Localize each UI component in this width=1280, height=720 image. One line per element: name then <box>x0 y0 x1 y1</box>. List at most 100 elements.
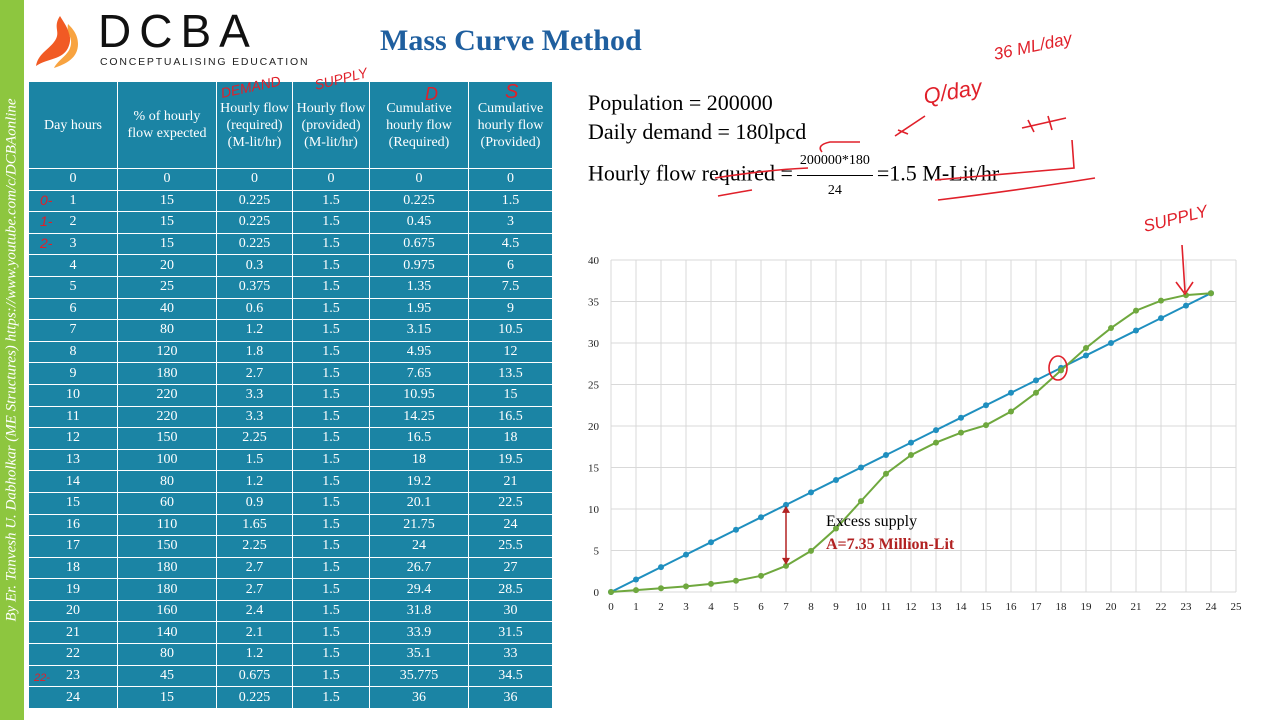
table-cell: 21.75 <box>369 513 469 537</box>
y-tick-label: 35 <box>588 297 600 309</box>
chart-series-layer <box>608 290 1214 595</box>
data-point <box>1033 389 1039 396</box>
table-cell: 20 <box>28 599 118 623</box>
data-point <box>733 526 739 533</box>
table-row: 20 160 2.4 1.5 31.8 30 <box>28 599 553 623</box>
table-cell: 0 <box>117 168 217 191</box>
table-cell: 14 <box>28 470 118 493</box>
x-tick-label: 11 <box>881 601 892 613</box>
data-point <box>1183 292 1189 299</box>
given-data-block: Population = 200000 Daily demand = 180lp… <box>588 88 999 205</box>
x-tick-label: 13 <box>931 601 943 613</box>
table-cell: 1.5 <box>292 470 370 493</box>
data-point <box>808 489 814 496</box>
data-point <box>1158 315 1164 322</box>
table-cell: 1.5 <box>292 599 370 623</box>
table-cell: 1.5 <box>292 362 370 385</box>
y-tick-label: 30 <box>588 338 600 350</box>
data-point <box>1133 307 1139 314</box>
table-cell: 1.8 <box>216 340 293 364</box>
table-cell: 28.5 <box>468 578 553 601</box>
x-tick-label: 4 <box>708 601 714 613</box>
fraction: 200000*180 24 <box>796 146 873 205</box>
fraction-numerator: 200000*180 <box>796 146 873 176</box>
table-cell: 1.5 <box>292 643 370 666</box>
table-cell: 19 <box>28 578 118 601</box>
table-cell: 1.5 <box>292 664 370 688</box>
data-point <box>933 439 939 446</box>
table-cell: 16.5 <box>468 405 553 429</box>
x-tick-label: 25 <box>1231 601 1243 613</box>
table-cell: 0.675 <box>216 664 293 688</box>
table-cell: 3.3 <box>216 383 293 407</box>
table-cell: 1.5 <box>292 340 370 364</box>
data-point <box>658 585 664 592</box>
table-cell: 1.5 <box>292 535 370 558</box>
table-cell: 12 <box>468 340 553 364</box>
table-cell: 23 <box>28 664 118 688</box>
x-tick-label: 3 <box>683 601 689 613</box>
column-header: Day hours <box>28 81 118 169</box>
data-point <box>783 562 789 569</box>
table-cell: 1 <box>28 189 118 213</box>
table-cell: 34.5 <box>468 664 553 688</box>
table-cell: 60 <box>117 491 217 515</box>
table-cell: 27 <box>468 556 553 580</box>
table-cell: 1.5 <box>292 275 370 299</box>
table-cell: 15 <box>117 189 217 213</box>
data-point <box>708 539 714 546</box>
table-cell: 220 <box>117 405 217 429</box>
table-cell: 0.375 <box>216 275 293 299</box>
table-cell: 24 <box>468 513 553 537</box>
x-tick-label: 12 <box>906 601 917 613</box>
data-point <box>983 422 989 429</box>
table-cell: 3 <box>28 232 118 256</box>
y-tick-label: 15 <box>588 463 600 475</box>
table-cell: 45 <box>117 664 217 688</box>
logo-tagline: CONCEPTUALISING EDUCATION <box>100 56 310 68</box>
table-row: 3 15 0.225 1.5 0.675 4.5 <box>28 232 553 256</box>
table-cell: 120 <box>117 340 217 364</box>
table-cell: 1.2 <box>216 319 293 342</box>
table-cell: 0.225 <box>216 686 293 709</box>
mass-curve-chart: 0 1 2 3 4 5 6 7 8 9 10 11 12 13 14 15 16 17 18 19 20 21 22 23 24… <box>588 255 1242 613</box>
table-cell: 2.1 <box>216 621 293 645</box>
data-point <box>833 525 839 532</box>
data-point <box>1133 327 1139 334</box>
table-cell: 19.2 <box>369 470 469 493</box>
table-cell: 22 <box>28 643 118 666</box>
table-cell: 80 <box>117 643 217 666</box>
population-line: Population = 200000 <box>588 90 773 115</box>
table-cell: 0 <box>369 168 469 191</box>
table-cell: 0.225 <box>369 189 469 213</box>
table-cell: 4.5 <box>468 232 553 256</box>
table-cell: 140 <box>117 621 217 645</box>
table-cell: 2.25 <box>216 535 293 558</box>
table-cell: 7 <box>28 319 118 342</box>
x-tick-label: 15 <box>981 601 993 613</box>
table-cell: 1.5 <box>292 254 370 277</box>
data-point <box>1058 367 1064 374</box>
table-body: 0 0 0 0 0 0 1 15 0.225 1.5 0.225 1.5 2 15 0.225 1.5 0.45… <box>28 168 553 709</box>
table-cell: 13 <box>28 448 118 472</box>
data-point <box>608 589 614 595</box>
table-cell: 30 <box>468 599 553 623</box>
table-cell: 6 <box>28 297 118 321</box>
table-cell: 7.5 <box>468 275 553 299</box>
table-row: 14 80 1.2 1.5 19.2 21 <box>28 470 553 493</box>
table-cell: 150 <box>117 535 217 558</box>
table-cell: 1.5 <box>292 427 370 450</box>
table-cell: 80 <box>117 470 217 493</box>
table-cell: 0.225 <box>216 189 293 213</box>
table-row: 8 120 1.8 1.5 4.95 12 <box>28 340 553 364</box>
table-cell: 1.5 <box>292 211 370 234</box>
table-cell: 180 <box>117 362 217 385</box>
data-point <box>1033 377 1039 384</box>
page-title: Mass Curve Method <box>380 24 642 57</box>
table-cell: 0.45 <box>369 211 469 234</box>
x-tick-label: 5 <box>733 601 739 613</box>
data-point <box>1108 340 1114 346</box>
table-cell: 22.5 <box>468 491 553 515</box>
chart-tick-labels: 0 1 2 3 4 5 6 7 8 9 10 11 12 13 14 15 16 17 18 19 20 21 22 23 24… <box>588 255 1242 613</box>
table-cell: 80 <box>117 319 217 342</box>
